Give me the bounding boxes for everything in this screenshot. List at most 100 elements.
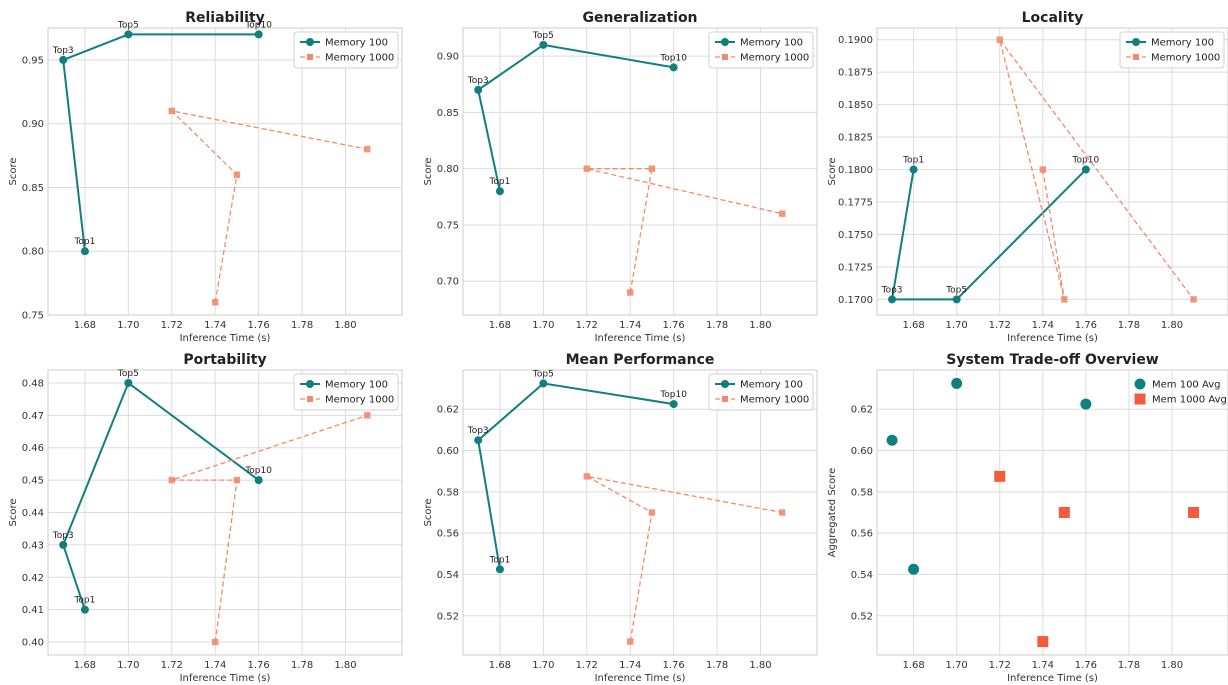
series-line-2 [586,168,783,293]
chart-panel-3: 1.68 1.70 1.72 1.74 1.76 1.78 1.80 0.1700 0.1725… [827,10,1228,344]
chart-title: System Trade-off Overview [946,352,1159,368]
series-line-1 [890,168,1087,301]
y-tick-label: 0.46 [22,443,44,454]
data-point [951,377,963,389]
x-tick-label: 1.68 [902,320,924,331]
legend-marker [722,54,728,60]
x-tick-label: 1.80 [749,320,771,331]
x-tick-label: 1.70 [117,320,139,331]
x-tick-label: 1.74 [1032,320,1054,331]
y-tick-label: 0.70 [437,277,459,288]
data-point [627,638,634,645]
chart-title: Mean Performance [566,352,715,368]
legend-label: Memory 1000 [325,395,394,406]
data-point [952,295,961,304]
x-tick-label: 1.74 [1032,660,1054,671]
chart-panel-1: 1.68 1.70 1.72 1.74 1.76 1.78 1.80 0.75 0.80 0.85… [8,10,403,344]
data-point [996,36,1003,43]
x-tick-label: 1.68 [489,320,511,331]
data-point [1188,507,1200,518]
x-tick-label: 1.80 [1161,320,1183,331]
y-tick-label: 0.56 [851,529,873,540]
chart-panel-4: 1.68 1.70 1.72 1.74 1.76 1.78 1.80 0.40 0.41 0.42… [8,352,403,684]
y-axis-label: Score [827,157,838,185]
y-tick-label: 0.58 [851,487,873,498]
y-tick-label: 0.80 [22,247,44,258]
series-line-1 [477,43,674,192]
legend-marker [722,396,728,402]
y-tick-label: 0.47 [22,411,44,422]
legend-marker [1133,54,1139,60]
data-point [80,247,89,256]
legend-marker [307,396,313,402]
plot-area [47,369,403,656]
point-label: Top3 [467,76,489,86]
series-line-2 [586,475,783,642]
data-point [80,605,89,614]
x-axis-label: Inference Time (s) [1007,333,1098,344]
y-tick-label: 0.90 [22,119,44,130]
x-tick-label: 1.68 [902,660,924,671]
y-tick-label: 0.1725 [838,262,873,273]
data-point [1190,296,1197,303]
point-label: Top5 [945,285,967,295]
y-tick-label: 0.44 [22,508,44,519]
x-axis-label: Inference Time (s) [595,673,686,684]
data-point [627,289,634,296]
point-label: Top1 [902,156,924,166]
data-point [364,412,371,419]
y-tick-label: 0.41 [22,605,44,616]
x-axis-label: Inference Time (s) [595,333,686,344]
data-point [908,563,920,575]
x-tick-label: 1.74 [619,320,641,331]
legend-marker [721,38,729,46]
x-axis-label: Inference Time (s) [180,333,271,344]
x-tick-label: 1.76 [1075,660,1097,671]
series-line-1 [62,33,259,252]
y-tick-label: 0.43 [22,540,44,551]
legend-marker [1134,393,1146,405]
data-point [168,107,175,115]
x-tick-label: 1.70 [532,320,554,331]
y-tick-label: 0.85 [22,183,44,194]
x-tick-label: 1.78 [1118,660,1140,671]
y-axis-label: Score [423,157,434,185]
y-tick-label: 0.48 [22,378,44,389]
y-tick-label: 0.90 [437,52,459,63]
data-point [888,295,897,304]
legend-marker [306,38,314,46]
legend-marker [307,54,313,60]
x-axis-label: Inference Time (s) [180,673,271,684]
x-tick-label: 1.78 [1118,320,1140,331]
point-label: Top1 [73,237,95,247]
x-tick-label: 1.72 [576,320,598,331]
y-tick-label: 0.52 [437,611,459,622]
data-point [474,85,483,94]
y-tick-label: 0.1875 [838,68,873,79]
legend-label: Memory 1000 [740,53,809,64]
data-point [886,434,898,446]
x-tick-label: 1.70 [532,660,554,671]
series-line-2 [171,414,368,643]
x-tick-label: 1.68 [74,660,96,671]
x-tick-label: 1.80 [334,320,356,331]
x-tick-label: 1.76 [663,320,685,331]
data-point [1039,166,1047,173]
point-label: Top5 [532,31,554,41]
plot-area [462,27,818,316]
y-tick-label: 0.1700 [838,295,873,306]
point-label: Top3 [881,285,903,295]
data-point [254,30,263,39]
y-tick-label: 0.1850 [838,100,873,111]
point-label: Top10 [1072,156,1100,166]
data-point [254,476,263,485]
point-label: Top10 [244,466,272,476]
x-tick-label: 1.72 [161,660,183,671]
point-label: Top10 [659,390,687,400]
y-axis-label: Score [8,157,19,185]
plot-area [876,369,1228,656]
y-tick-label: 0.1825 [838,133,873,144]
legend-label: Memory 1000 [1151,53,1220,64]
chart-panel-5: 1.68 1.70 1.72 1.74 1.76 1.78 1.80 0.52 0.54 0.56… [423,352,818,684]
x-tick-label: 1.72 [161,320,183,331]
